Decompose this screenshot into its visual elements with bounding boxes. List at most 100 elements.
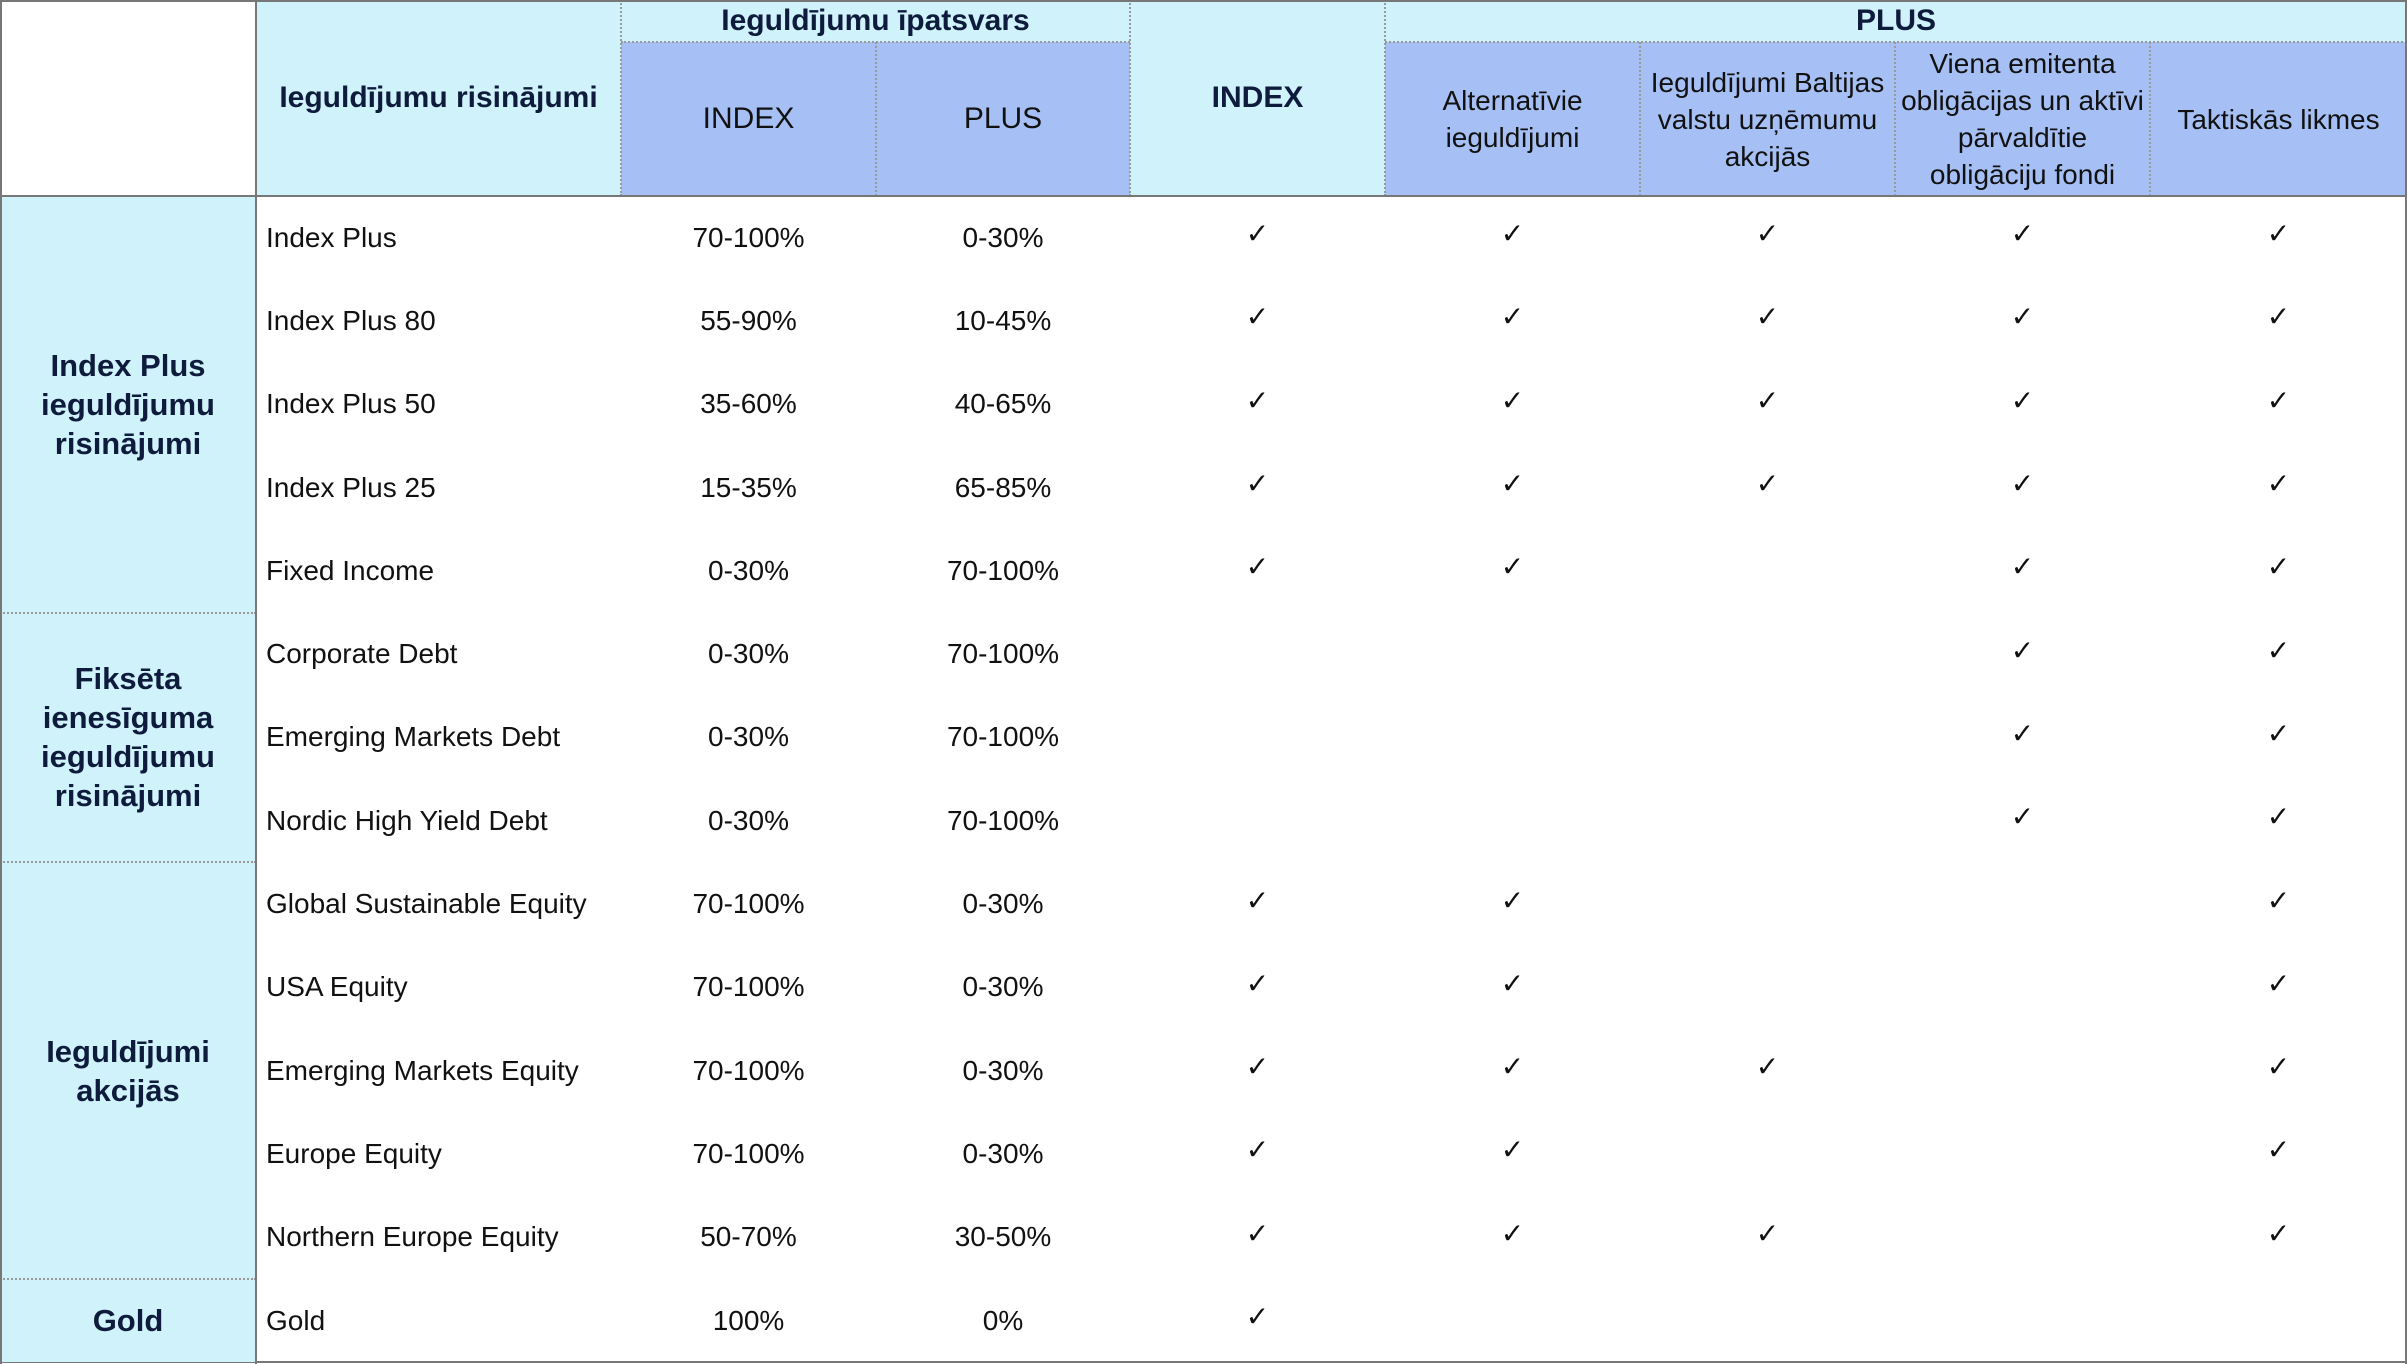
check-mark-icon: ✓ [1500,301,1525,333]
group-label: Gold [0,1278,256,1363]
row-index-share: 70-100% [692,1054,805,1086]
row-name: Global Sustainable Equity [266,888,587,920]
row-index-share: 0-30% [708,638,789,670]
check-mark-icon: ✓ [1500,551,1525,583]
empty-check-cell [1895,1192,2150,1275]
plus-header: PLUS [1385,0,2407,42]
group-label: Ieguldījumi akcijās [0,862,256,1279]
check-mark-icon: ✓ [2010,551,2035,583]
corner-cell [0,0,256,196]
row-index-share: 70-100% [692,888,805,920]
solutions-header: Ieguldījumu risinājumi [256,0,621,196]
row-name: Europe Equity [266,1137,442,1169]
row-plus-share: 0-30% [962,888,1044,920]
row-plus-share: 0-30% [962,221,1044,253]
check-mark-icon: ✓ [2266,967,2291,999]
row-plus-share: 70-100% [946,638,1060,670]
check-mark-icon: ✓ [1245,468,1270,500]
check-mark-icon: ✓ [2266,801,2291,833]
check-mark-icon: ✓ [1755,301,1780,333]
index-header: INDEX [1130,0,1385,196]
check-mark-icon: ✓ [2266,218,2291,250]
row-plus-share: 0-30% [962,971,1044,1003]
check-mark-icon: ✓ [1500,1134,1525,1166]
empty-check-cell [1640,942,1895,1025]
row-name: USA Equity [266,971,408,1003]
row-plus-share: 10-45% [954,304,1052,336]
check-mark-icon: ✓ [2010,218,2035,250]
share-index-header: INDEX [621,42,876,196]
check-mark-icon: ✓ [1245,884,1270,916]
row-name: Northern Europe Equity [266,1221,559,1253]
check-mark-icon: ✓ [2266,634,2291,666]
check-mark-icon: ✓ [2010,468,2035,500]
row-index-share: 70-100% [692,1137,805,1169]
check-mark-icon: ✓ [1755,468,1780,500]
check-mark-icon: ✓ [2266,468,2291,500]
row-index-share: 0-30% [708,554,789,586]
check-mark-icon: ✓ [1500,967,1525,999]
check-mark-icon: ✓ [1755,384,1780,416]
check-mark-icon: ✓ [1500,1051,1525,1083]
row-index-share: 70-100% [692,971,805,1003]
group-label: Index Plus ieguldījumu risinājumi [0,196,256,613]
row-plus-share: 65-85% [954,471,1052,503]
row-name: Index Plus [266,221,397,253]
empty-check-cell [1385,775,1640,858]
row-name: Nordic High Yield Debt [266,804,548,836]
empty-check-cell [1640,1108,1895,1191]
check-mark-icon: ✓ [1245,301,1270,333]
row-index-share: 70-100% [692,221,805,253]
row-plus-share: 0-30% [962,1137,1044,1169]
check-mark-icon: ✓ [2266,884,2291,916]
empty-check-cell [1895,942,2150,1025]
check-mark-icon: ✓ [1500,384,1525,416]
row-plus-share: 0% [982,1304,1024,1336]
row-name: Index Plus 25 [266,471,436,503]
row-name: Emerging Markets Debt [266,721,561,753]
check-mark-icon: ✓ [1245,1134,1270,1166]
check-mark-icon: ✓ [1755,218,1780,250]
check-mark-icon: ✓ [2010,384,2035,416]
empty-check-cell [1640,609,1895,692]
row-name: Index Plus 50 [266,388,436,420]
row-name: Fixed Income [266,554,435,586]
check-mark-icon: ✓ [2010,301,2035,333]
check-mark-icon: ✓ [1755,1051,1780,1083]
empty-check-cell [1385,609,1640,692]
row-name: Gold [266,1304,326,1336]
check-mark-icon: ✓ [1245,1301,1270,1333]
plus-col-alternative: Alternatīvie ieguldījumi [1385,42,1640,196]
check-mark-icon: ✓ [1245,218,1270,250]
group-label: Fiksēta ienesīguma ieguldījumu risinājum… [0,612,256,863]
check-mark-icon: ✓ [1755,1217,1780,1249]
empty-check-cell [1640,1275,1895,1358]
empty-check-cell [1385,692,1640,775]
empty-check-cell [1895,1275,2150,1358]
row-name: Emerging Markets Equity [266,1054,579,1086]
row-index-share: 15-35% [700,471,797,503]
plus-col-single-issuer-bonds: Viena emitenta obligācijas un aktīvi pār… [1895,42,2150,196]
check-mark-icon: ✓ [1500,468,1525,500]
row-plus-share: 70-100% [946,554,1060,586]
row-plus-share: 70-100% [946,804,1060,836]
empty-check-cell [1640,525,1895,608]
check-mark-icon: ✓ [1245,1217,1270,1249]
row-index-share: 35-60% [700,388,797,420]
share-header: Ieguldījumu īpatsvars [621,0,1130,42]
empty-check-cell [1130,775,1385,858]
check-mark-icon: ✓ [1245,1051,1270,1083]
row-index-share: 100% [712,1304,785,1336]
empty-check-cell [1385,1275,1640,1358]
check-mark-icon: ✓ [2266,551,2291,583]
empty-check-cell [1130,692,1385,775]
empty-check-cell [1640,692,1895,775]
check-mark-icon: ✓ [1245,967,1270,999]
plus-col-tactical-rates: Taktiskās likmes [2150,42,2407,196]
check-mark-icon: ✓ [1245,384,1270,416]
row-plus-share: 40-65% [954,388,1052,420]
row-index-share: 50-70% [700,1221,797,1253]
check-mark-icon: ✓ [2010,717,2035,749]
check-mark-icon: ✓ [2010,634,2035,666]
